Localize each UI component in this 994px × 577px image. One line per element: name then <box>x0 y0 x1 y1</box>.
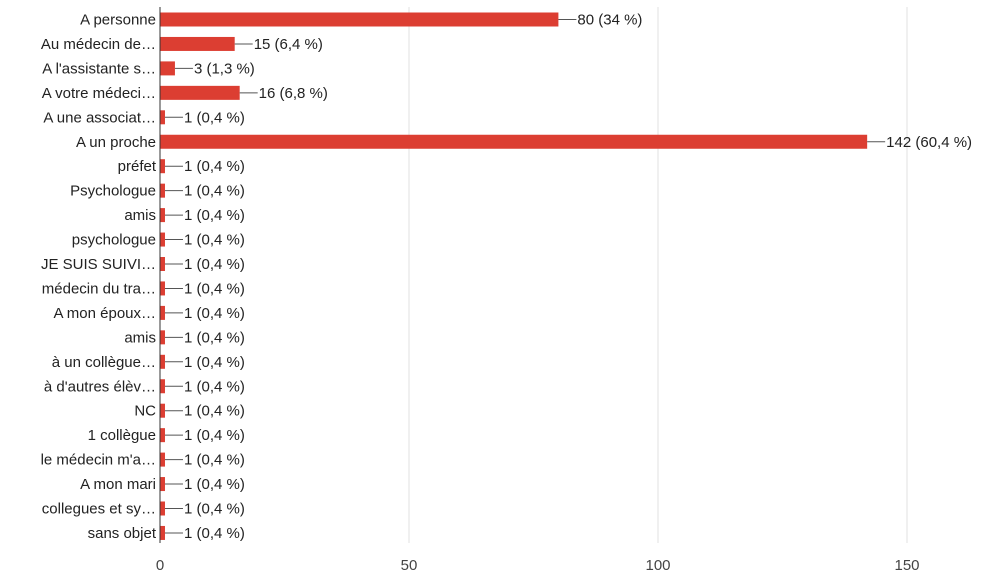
category-label: A une associat… <box>43 109 156 126</box>
bar <box>160 281 165 296</box>
data-label: 1 (0,4 %) <box>184 329 245 346</box>
data-label: 1 (0,4 %) <box>184 109 245 126</box>
category-label: psychologue <box>72 232 156 249</box>
category-label: amis <box>124 329 156 346</box>
bar <box>160 428 165 443</box>
bar <box>160 61 175 76</box>
bar <box>160 183 165 198</box>
bar <box>160 330 165 345</box>
category-label: sans objet <box>88 525 157 542</box>
data-label: 1 (0,4 %) <box>184 280 245 297</box>
category-label: JE SUIS SUIVI… <box>41 256 156 273</box>
bar <box>160 110 165 125</box>
data-label: 1 (0,4 %) <box>184 232 245 249</box>
category-label: Psychologue <box>70 183 156 200</box>
bar <box>160 525 165 540</box>
category-labels: A personne Au médecin de… A l'assistante s… <box>41 12 157 542</box>
data-label: 1 (0,4 %) <box>184 158 245 175</box>
bar <box>160 208 165 223</box>
category-label: A votre médeci… <box>42 85 156 102</box>
category-label: A mon époux… <box>53 305 156 322</box>
category-label: le médecin m'a… <box>41 452 156 469</box>
x-tick-label: 50 <box>401 557 418 574</box>
x-tick-label: 0 <box>156 557 164 574</box>
data-label: 142 (60,4 %) <box>886 134 972 151</box>
data-label: 1 (0,4 %) <box>184 256 245 273</box>
category-label: préfet <box>118 158 157 175</box>
category-label: A personne <box>80 12 156 29</box>
bar <box>160 232 165 247</box>
bar <box>160 305 165 320</box>
bar <box>160 36 235 51</box>
category-label: 1 collègue <box>88 427 156 444</box>
category-label: collegues et sy… <box>42 501 156 518</box>
data-label: 1 (0,4 %) <box>184 403 245 420</box>
bar <box>160 134 868 149</box>
data-label: 16 (6,8 %) <box>259 85 328 102</box>
category-label: Au médecin de… <box>41 36 156 53</box>
bar <box>160 379 165 394</box>
x-tick-label: 150 <box>894 557 919 574</box>
data-labels: 80 (34 %) 15 (6,4 %) 3 (1,3 %)16 (6,8 %) 1 … <box>184 12 972 542</box>
data-label: 1 (0,4 %) <box>184 207 245 224</box>
bars <box>160 12 868 540</box>
category-label: à d'autres élèv… <box>44 378 156 395</box>
data-label: 1 (0,4 %) <box>184 476 245 493</box>
data-label: 1 (0,4 %) <box>184 525 245 542</box>
x-axis-ticks: 0 50 100 150 <box>156 557 920 574</box>
data-label: 1 (0,4 %) <box>184 378 245 395</box>
category-label: A l'assistante s… <box>42 60 156 77</box>
category-label: NC <box>134 403 156 420</box>
bar <box>160 477 165 492</box>
data-label: 3 (1,3 %) <box>194 60 255 77</box>
bar <box>160 354 165 369</box>
bar <box>160 452 165 467</box>
data-label: 1 (0,4 %) <box>184 183 245 200</box>
data-label: 15 (6,4 %) <box>254 36 323 53</box>
data-label: 1 (0,4 %) <box>184 354 245 371</box>
data-label: 1 (0,4 %) <box>184 305 245 322</box>
bar <box>160 12 559 27</box>
data-label: 80 (34 %) <box>577 12 642 29</box>
category-label: A mon mari <box>80 476 156 493</box>
category-label: à un collègue… <box>52 354 156 371</box>
x-tick-label: 100 <box>645 557 670 574</box>
data-label: 1 (0,4 %) <box>184 452 245 469</box>
bar <box>160 85 240 100</box>
bar <box>160 159 165 174</box>
category-label: amis <box>124 207 156 224</box>
category-label: médecin du tra… <box>42 280 156 297</box>
bar <box>160 403 165 418</box>
data-label: 1 (0,4 %) <box>184 427 245 444</box>
bar <box>160 501 165 516</box>
leader-lines <box>164 19 886 534</box>
bar <box>160 257 165 271</box>
data-label: 1 (0,4 %) <box>184 501 245 518</box>
category-label: A un proche <box>76 134 156 151</box>
